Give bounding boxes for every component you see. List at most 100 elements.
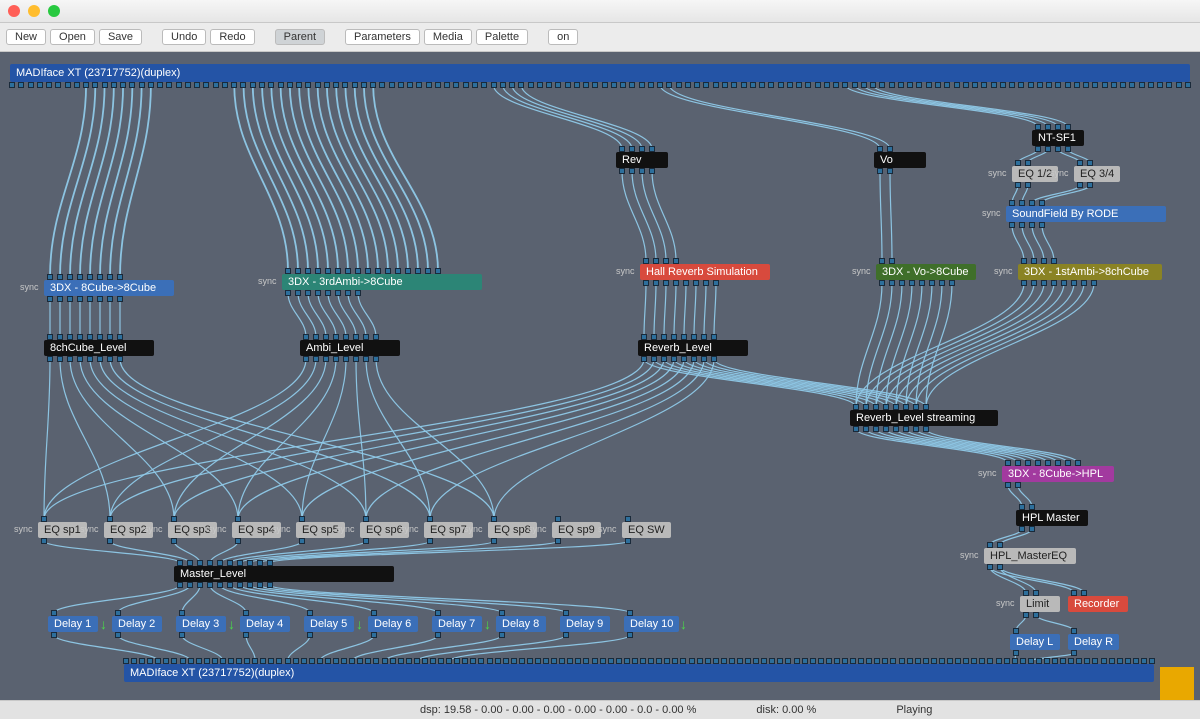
port[interactable] [785, 658, 791, 664]
port[interactable] [1019, 526, 1025, 532]
port[interactable] [148, 82, 154, 88]
port[interactable] [301, 658, 307, 664]
port[interactable] [810, 658, 816, 664]
port[interactable] [632, 658, 638, 664]
port[interactable] [979, 658, 985, 664]
port[interactable] [947, 658, 953, 664]
port[interactable] [323, 356, 329, 362]
node-3dx_vo[interactable]: 3DX - Vo->8Cube [876, 264, 976, 280]
port[interactable] [939, 280, 945, 286]
port[interactable] [1092, 658, 1098, 664]
port[interactable] [981, 82, 987, 88]
node-delayR[interactable]: Delay R [1068, 634, 1119, 650]
port[interactable] [1077, 160, 1083, 166]
port[interactable] [721, 658, 727, 664]
port[interactable] [425, 268, 431, 274]
port[interactable] [187, 582, 193, 588]
port[interactable] [267, 582, 273, 588]
port[interactable] [313, 356, 319, 362]
port[interactable] [919, 280, 925, 286]
port[interactable] [9, 82, 15, 88]
port[interactable] [227, 582, 233, 588]
port[interactable] [671, 356, 677, 362]
port[interactable] [574, 82, 580, 88]
port[interactable] [435, 268, 441, 274]
port[interactable] [1055, 460, 1061, 466]
port[interactable] [51, 610, 57, 616]
port[interactable] [907, 658, 913, 664]
port[interactable] [1055, 146, 1061, 152]
node-hall[interactable]: Hall Reverb Simulation [640, 264, 770, 280]
port[interactable] [1000, 82, 1006, 88]
port[interactable] [1148, 82, 1154, 88]
port[interactable] [426, 82, 432, 88]
port[interactable] [619, 146, 625, 152]
port[interactable] [853, 404, 859, 410]
port[interactable] [1033, 612, 1039, 618]
port[interactable] [315, 290, 321, 296]
port[interactable] [703, 82, 709, 88]
port[interactable] [212, 658, 218, 664]
port[interactable] [663, 258, 669, 264]
port[interactable] [923, 658, 929, 664]
port[interactable] [575, 658, 581, 664]
port[interactable] [741, 82, 747, 88]
port[interactable] [661, 334, 667, 340]
port[interactable] [883, 404, 889, 410]
port[interactable] [345, 268, 351, 274]
node-hpl_mastereq[interactable]: HPL_MasterEQ [984, 548, 1076, 564]
port[interactable] [107, 296, 113, 302]
port[interactable] [1029, 200, 1035, 206]
port[interactable] [361, 82, 367, 88]
port[interactable] [491, 82, 497, 88]
port[interactable] [259, 82, 265, 88]
port[interactable] [87, 296, 93, 302]
node-master_level[interactable]: Master_Level [174, 566, 394, 582]
port[interactable] [673, 258, 679, 264]
palette-button[interactable]: Palette [476, 29, 528, 45]
port[interactable] [74, 82, 80, 88]
port[interactable] [616, 658, 622, 664]
port[interactable] [1129, 82, 1135, 88]
port[interactable] [874, 658, 880, 664]
port[interactable] [1166, 82, 1172, 88]
port[interactable] [1009, 82, 1015, 88]
port[interactable] [651, 334, 657, 340]
port[interactable] [676, 82, 682, 88]
port[interactable] [1185, 82, 1191, 88]
port[interactable] [711, 334, 717, 340]
media-button[interactable]: Media [424, 29, 472, 45]
port[interactable] [1037, 82, 1043, 88]
port[interactable] [247, 560, 253, 566]
node-delay5[interactable]: Delay 5 [304, 616, 354, 632]
port[interactable] [693, 280, 699, 286]
port[interactable] [293, 658, 299, 664]
port[interactable] [1029, 504, 1035, 510]
port[interactable] [944, 82, 950, 88]
port[interactable] [987, 542, 993, 548]
port[interactable] [1023, 590, 1029, 596]
port[interactable] [602, 82, 608, 88]
port[interactable] [1028, 658, 1034, 664]
port[interactable] [705, 658, 711, 664]
port[interactable] [627, 610, 633, 616]
port[interactable] [527, 658, 533, 664]
port[interactable] [47, 356, 53, 362]
port[interactable] [427, 516, 433, 522]
port[interactable] [1076, 658, 1082, 664]
port[interactable] [491, 516, 497, 522]
port[interactable] [701, 334, 707, 340]
port[interactable] [373, 334, 379, 340]
port[interactable] [879, 258, 885, 264]
port[interactable] [796, 82, 802, 88]
port[interactable] [1081, 590, 1087, 596]
port[interactable] [237, 582, 243, 588]
maximize-icon[interactable] [48, 5, 60, 17]
port[interactable] [117, 274, 123, 280]
port[interactable] [1176, 82, 1182, 88]
port[interactable] [805, 82, 811, 88]
port[interactable] [296, 82, 302, 88]
port[interactable] [1051, 280, 1057, 286]
port[interactable] [87, 356, 93, 362]
node-ambilevel[interactable]: Ambi_Level [300, 340, 400, 356]
